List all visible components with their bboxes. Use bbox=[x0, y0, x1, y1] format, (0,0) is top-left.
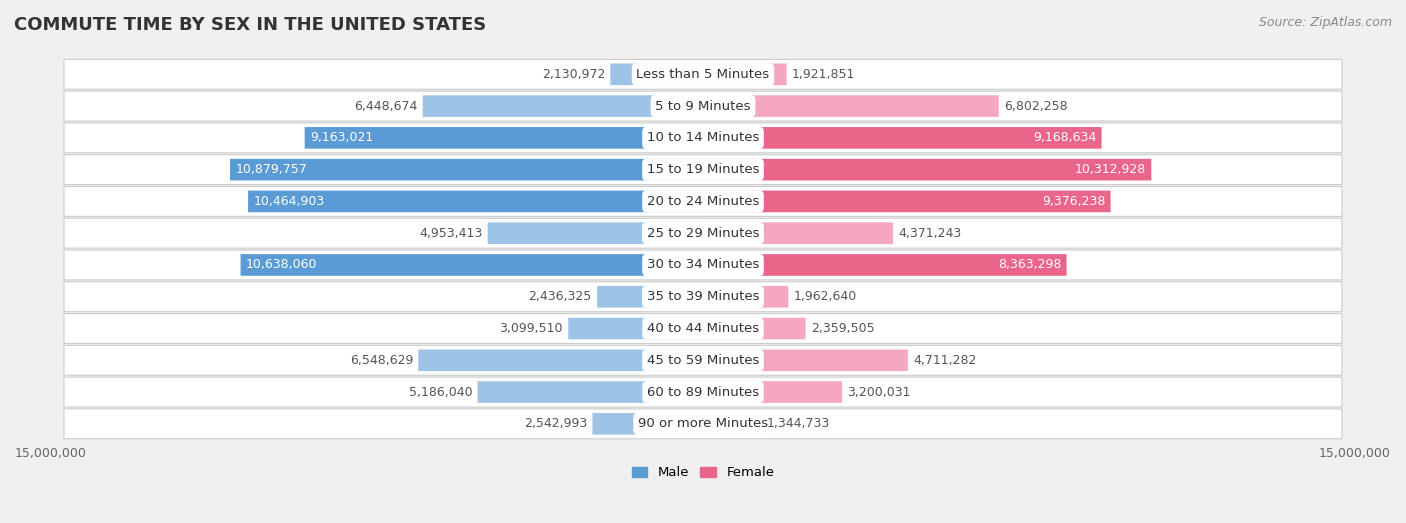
FancyBboxPatch shape bbox=[703, 190, 1111, 212]
Text: 6,548,629: 6,548,629 bbox=[350, 354, 413, 367]
FancyBboxPatch shape bbox=[65, 409, 1341, 439]
FancyBboxPatch shape bbox=[305, 127, 703, 149]
FancyBboxPatch shape bbox=[703, 381, 842, 403]
Text: 90 or more Minutes: 90 or more Minutes bbox=[638, 417, 768, 430]
Text: 10,638,060: 10,638,060 bbox=[246, 258, 318, 271]
FancyBboxPatch shape bbox=[703, 159, 1152, 180]
Text: 2,542,993: 2,542,993 bbox=[524, 417, 588, 430]
FancyBboxPatch shape bbox=[240, 254, 703, 276]
FancyBboxPatch shape bbox=[703, 413, 762, 435]
FancyBboxPatch shape bbox=[419, 349, 703, 371]
Text: 1,962,640: 1,962,640 bbox=[793, 290, 856, 303]
Text: 4,711,282: 4,711,282 bbox=[912, 354, 976, 367]
FancyBboxPatch shape bbox=[65, 250, 1341, 280]
Text: 25 to 29 Minutes: 25 to 29 Minutes bbox=[647, 226, 759, 240]
FancyBboxPatch shape bbox=[610, 63, 703, 85]
FancyBboxPatch shape bbox=[568, 317, 703, 339]
Text: 6,802,258: 6,802,258 bbox=[1004, 99, 1067, 112]
FancyBboxPatch shape bbox=[65, 187, 1341, 217]
FancyBboxPatch shape bbox=[703, 349, 908, 371]
Text: Less than 5 Minutes: Less than 5 Minutes bbox=[637, 68, 769, 81]
Text: 10,879,757: 10,879,757 bbox=[235, 163, 307, 176]
FancyBboxPatch shape bbox=[65, 377, 1341, 407]
Text: 45 to 59 Minutes: 45 to 59 Minutes bbox=[647, 354, 759, 367]
Text: 4,953,413: 4,953,413 bbox=[419, 226, 482, 240]
Text: 20 to 24 Minutes: 20 to 24 Minutes bbox=[647, 195, 759, 208]
FancyBboxPatch shape bbox=[703, 254, 1067, 276]
Text: 35 to 39 Minutes: 35 to 39 Minutes bbox=[647, 290, 759, 303]
FancyBboxPatch shape bbox=[65, 123, 1341, 153]
FancyBboxPatch shape bbox=[598, 286, 703, 308]
FancyBboxPatch shape bbox=[247, 190, 703, 212]
Text: 5 to 9 Minutes: 5 to 9 Minutes bbox=[655, 99, 751, 112]
FancyBboxPatch shape bbox=[592, 413, 703, 435]
Text: 4,371,243: 4,371,243 bbox=[898, 226, 962, 240]
FancyBboxPatch shape bbox=[488, 222, 703, 244]
Text: 6,448,674: 6,448,674 bbox=[354, 99, 418, 112]
Text: 1,921,851: 1,921,851 bbox=[792, 68, 855, 81]
Text: 2,436,325: 2,436,325 bbox=[529, 290, 592, 303]
Text: 10,312,928: 10,312,928 bbox=[1074, 163, 1146, 176]
Text: 8,363,298: 8,363,298 bbox=[998, 258, 1062, 271]
FancyBboxPatch shape bbox=[703, 95, 998, 117]
FancyBboxPatch shape bbox=[703, 317, 806, 339]
FancyBboxPatch shape bbox=[423, 95, 703, 117]
Text: 1,344,733: 1,344,733 bbox=[766, 417, 830, 430]
FancyBboxPatch shape bbox=[65, 345, 1341, 375]
FancyBboxPatch shape bbox=[703, 63, 786, 85]
Text: COMMUTE TIME BY SEX IN THE UNITED STATES: COMMUTE TIME BY SEX IN THE UNITED STATES bbox=[14, 16, 486, 33]
Text: 10 to 14 Minutes: 10 to 14 Minutes bbox=[647, 131, 759, 144]
FancyBboxPatch shape bbox=[65, 91, 1341, 121]
Legend: Male, Female: Male, Female bbox=[626, 461, 780, 485]
Text: 2,130,972: 2,130,972 bbox=[541, 68, 605, 81]
FancyBboxPatch shape bbox=[231, 159, 703, 180]
Text: Source: ZipAtlas.com: Source: ZipAtlas.com bbox=[1258, 16, 1392, 29]
FancyBboxPatch shape bbox=[703, 127, 1101, 149]
Text: 2,359,505: 2,359,505 bbox=[811, 322, 875, 335]
Text: 10,464,903: 10,464,903 bbox=[253, 195, 325, 208]
FancyBboxPatch shape bbox=[65, 60, 1341, 89]
Text: 3,099,510: 3,099,510 bbox=[499, 322, 562, 335]
Text: 3,200,031: 3,200,031 bbox=[848, 385, 911, 399]
FancyBboxPatch shape bbox=[65, 218, 1341, 248]
FancyBboxPatch shape bbox=[703, 286, 789, 308]
FancyBboxPatch shape bbox=[65, 314, 1341, 344]
Text: 40 to 44 Minutes: 40 to 44 Minutes bbox=[647, 322, 759, 335]
FancyBboxPatch shape bbox=[65, 282, 1341, 312]
FancyBboxPatch shape bbox=[478, 381, 703, 403]
Text: 60 to 89 Minutes: 60 to 89 Minutes bbox=[647, 385, 759, 399]
Text: 5,186,040: 5,186,040 bbox=[409, 385, 472, 399]
FancyBboxPatch shape bbox=[65, 155, 1341, 185]
FancyBboxPatch shape bbox=[703, 222, 893, 244]
Text: 30 to 34 Minutes: 30 to 34 Minutes bbox=[647, 258, 759, 271]
Text: 9,376,238: 9,376,238 bbox=[1042, 195, 1105, 208]
Text: 9,163,021: 9,163,021 bbox=[309, 131, 373, 144]
Text: 9,168,634: 9,168,634 bbox=[1033, 131, 1097, 144]
Text: 15 to 19 Minutes: 15 to 19 Minutes bbox=[647, 163, 759, 176]
